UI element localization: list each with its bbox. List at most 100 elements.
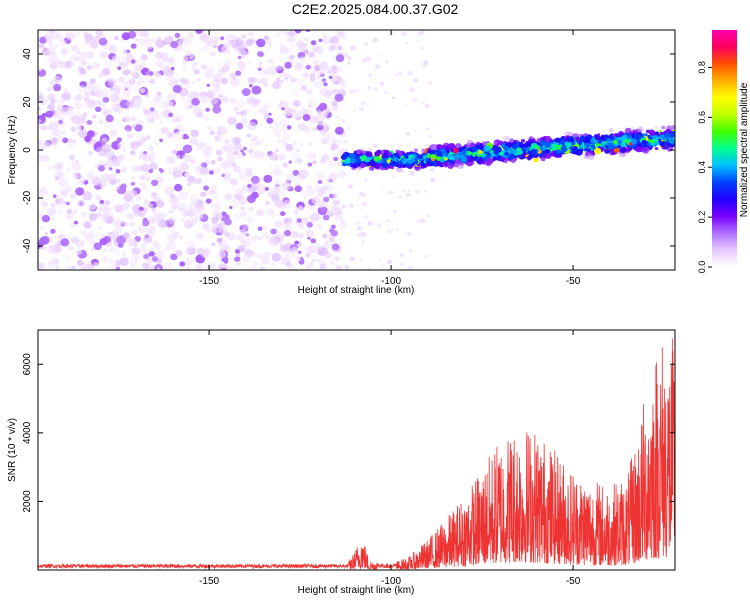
heatmap-cell-217	[191, 80, 197, 85]
heatmap-cell-580	[145, 176, 151, 182]
heatmap-cell-1460	[164, 186, 174, 196]
heatmap-cell-638	[129, 150, 136, 156]
heatmap-cell-3258	[576, 138, 581, 143]
heatmap-y-tick-label: 40	[22, 48, 33, 60]
heatmap-cell-1428	[72, 210, 77, 215]
heatmap-cell-1048	[267, 208, 275, 216]
heatmap-cell-656	[138, 65, 144, 70]
heatmap-cell-1495	[80, 121, 85, 125]
heatmap-cell-907	[244, 167, 254, 176]
heatmap-cell-2460	[637, 126, 644, 132]
heatmap-cell-1082	[145, 171, 150, 176]
heatmap-cell-1049	[234, 188, 244, 197]
heatmap-cell-333	[292, 140, 298, 146]
heatmap-cell-3269	[641, 139, 648, 146]
heatmap-cell-1093	[230, 199, 240, 209]
heatmap-cell-677	[232, 136, 242, 145]
heatmap-cell-3282	[663, 132, 671, 139]
heatmap-cell-3297	[503, 145, 510, 151]
heatmap-cell-805	[244, 234, 254, 243]
heatmap-cell-1393	[160, 127, 168, 134]
heatmap-cell-1554	[422, 64, 427, 68]
heatmap-cell-1493	[221, 77, 228, 85]
heatmap-cell-1427	[101, 137, 108, 143]
heatmap-cell-1196	[290, 43, 295, 48]
heatmap-cell-1370	[77, 199, 86, 207]
heatmap-cell-1885	[352, 163, 358, 169]
heatmap-cell-523	[39, 36, 47, 44]
heatmap-cell-1102	[161, 199, 166, 203]
heatmap-cell-176	[265, 200, 270, 206]
heatmap-cell-1591	[416, 219, 422, 224]
heatmap-cell-1217	[192, 91, 197, 96]
heatmap-cell-3135	[613, 147, 620, 153]
heatmap-cell-1362	[143, 199, 149, 205]
heatmap-cell-1223	[330, 224, 336, 230]
heatmap-cell-2872	[612, 133, 616, 138]
heatmap-cell-1033	[73, 174, 79, 180]
heatmap-cell-3192	[460, 156, 468, 163]
heatmap-cell-1342	[279, 46, 289, 55]
heatmap-cell-774	[238, 201, 244, 206]
heatmap-cell-293	[310, 76, 316, 82]
heatmap-cell-1064	[202, 64, 208, 69]
heatmap-cell-1295	[292, 99, 301, 108]
heatmap-cell-1986	[393, 152, 400, 158]
heatmap-cell-1019	[240, 206, 246, 211]
heatmap-cell-1211	[38, 140, 46, 149]
heatmap-cell-1451	[214, 135, 221, 142]
heatmap-cell-2639	[578, 137, 585, 143]
heatmap-cell-458	[302, 72, 310, 79]
heatmap-cell-669	[141, 107, 146, 111]
heatmap-cell-2932	[492, 156, 498, 161]
heatmap-cell-1134	[129, 221, 134, 226]
heatmap-cell-1513	[390, 30, 396, 36]
heatmap-cell-297	[223, 139, 230, 145]
heatmap-cell-1399	[279, 243, 284, 248]
heatmap-cell-717	[131, 116, 137, 122]
heatmap-cell-1401	[126, 49, 130, 53]
heatmap-cell-1324	[137, 156, 142, 160]
heatmap-cell-1538	[372, 37, 378, 43]
heatmap-cell-191	[240, 117, 248, 125]
heatmap-cell-1182	[288, 160, 292, 164]
heatmap-cell-1341	[140, 163, 150, 172]
heatmap-cell-1421	[111, 172, 118, 180]
heatmap-cell-1422	[54, 162, 64, 171]
heatmap-cell-1232	[318, 102, 328, 111]
heatmap-cell-1032	[190, 159, 196, 165]
heatmap-cell-152	[191, 66, 196, 70]
heatmap-cell-1268	[172, 84, 182, 94]
heatmap-cell-921	[209, 51, 216, 57]
heatmap-cell-1180	[270, 228, 277, 235]
heatmap-cell-1152	[282, 199, 292, 208]
heatmap-cell-178	[103, 61, 113, 70]
heatmap-cell-1535	[366, 37, 370, 40]
heatmap-cell-2860	[668, 147, 672, 151]
heatmap-cell-1029	[86, 120, 93, 125]
heatmap-cell-575	[66, 32, 76, 41]
heatmap-cell-1046	[71, 45, 79, 52]
heatmap-cell-1289	[235, 253, 241, 258]
heatmap-cell-1982	[392, 156, 399, 163]
heatmap-cell-603	[236, 99, 246, 108]
heatmap-cell-1555	[367, 221, 373, 226]
heatmap-cell-304	[301, 188, 312, 197]
heatmap-cell-1291	[258, 236, 263, 241]
heatmap-cell-411	[251, 85, 262, 95]
heatmap-cell-647	[154, 243, 162, 250]
heatmap-cell-691	[225, 33, 236, 43]
heatmap-cell-1009	[250, 175, 260, 184]
heatmap-cell-1606	[409, 87, 415, 93]
heatmap-cell-3292	[571, 141, 576, 146]
heatmap-cell-1486	[174, 167, 183, 175]
heatmap-cell-249	[99, 50, 109, 59]
heatmap-cell-1249	[41, 113, 47, 118]
heatmap-cell-1177	[122, 232, 131, 239]
heatmap-cell-1405	[285, 261, 292, 268]
heatmap-cell-690	[335, 126, 344, 135]
heatmap-cell-828	[292, 89, 299, 96]
heatmap-cell-509	[223, 173, 231, 181]
heatmap-cell-1564	[364, 215, 369, 219]
heatmap-cell-776	[64, 265, 73, 270]
